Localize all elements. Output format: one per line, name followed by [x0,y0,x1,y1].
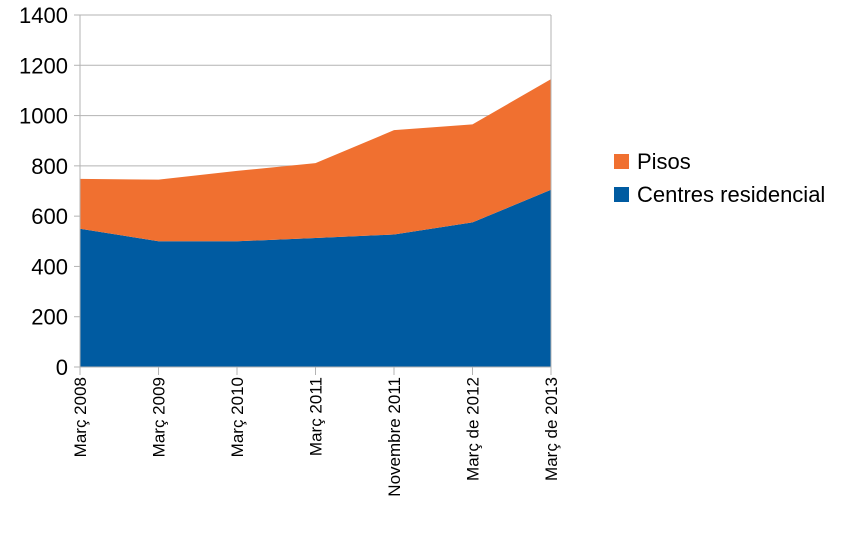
legend-swatch-centres-residencial [614,187,629,202]
x-tick-label: Març 2011 [307,377,326,456]
y-axis-ticks: 0 200 400 600 800 1000 1200 1400 [19,3,80,380]
y-tick-label: 600 [31,204,68,229]
x-tick-label: Març de 2012 [464,377,483,481]
x-tick-label: Març 2010 [228,377,247,457]
x-tick-label: Març de 2013 [542,377,561,481]
legend-item-centres-residencial: Centres residencial [614,178,825,211]
y-tick-label: 800 [31,154,68,179]
y-tick-label: 1400 [19,3,68,28]
legend-label-pisos: Pisos [637,148,691,174]
legend: Pisos Centres residencial [614,145,825,211]
y-tick-label: 1200 [19,53,68,78]
x-tick-label: Març 2008 [71,377,90,457]
x-tick-label: Novembre 2011 [385,377,404,497]
y-tick-label: 1000 [19,104,68,129]
legend-label-centres-residencial: Centres residencial [637,181,826,207]
x-axis-ticks: Març 2008 Març 2009 Març 2010 Març 2011 Nove… [71,367,561,497]
y-tick-label: 400 [31,254,68,279]
legend-item-pisos: Pisos [614,145,825,178]
stacked-areas [80,79,551,367]
area-series-1 [80,79,551,242]
y-tick-label: 0 [56,355,68,380]
x-tick-label: Març 2009 [150,377,169,457]
y-tick-label: 200 [31,305,68,330]
area-series-0 [80,189,551,367]
legend-swatch-pisos [614,154,629,169]
